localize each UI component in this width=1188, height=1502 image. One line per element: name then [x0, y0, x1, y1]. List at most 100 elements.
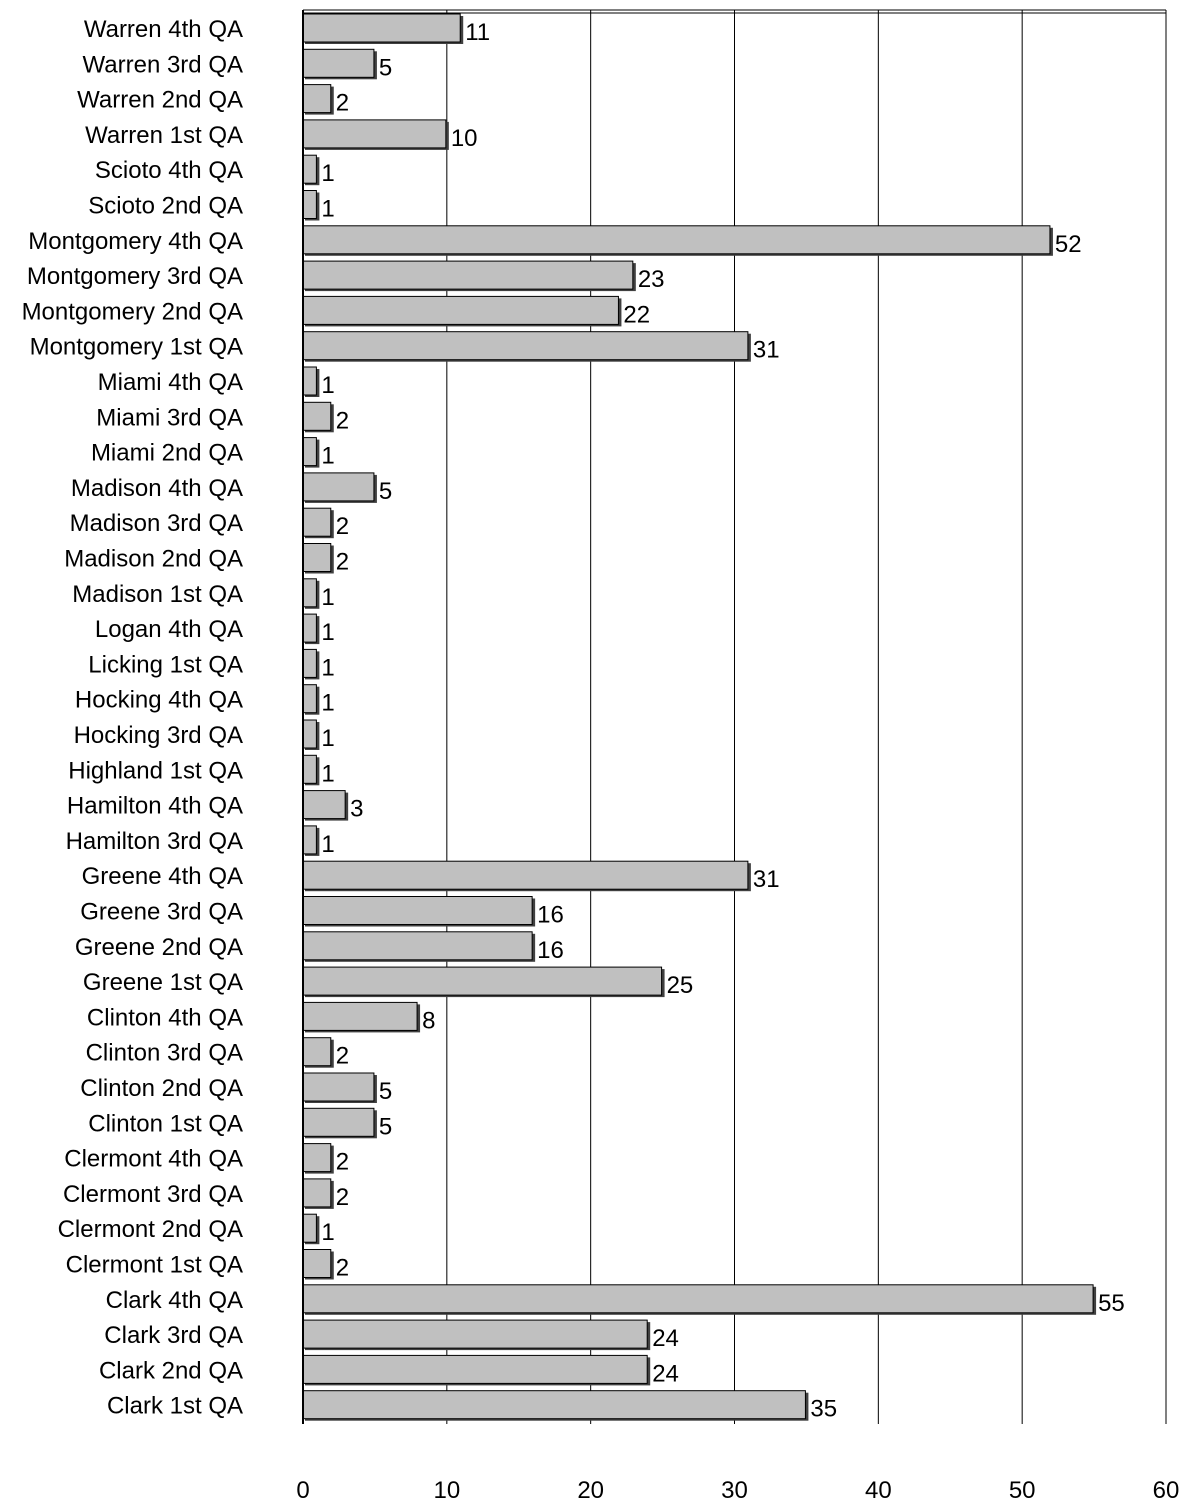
category-label: Madison 2nd QA [64, 546, 243, 573]
data-label: 2 [336, 1184, 349, 1211]
bar [302, 1249, 332, 1278]
category-label: Scioto 4th QA [95, 157, 243, 184]
bar [302, 1284, 1094, 1314]
data-label: 11 [465, 19, 490, 46]
data-label: 24 [652, 1325, 679, 1352]
data-label: 2 [336, 1043, 349, 1070]
category-label: Highland 1st QA [68, 757, 243, 784]
bar [302, 401, 332, 431]
bar [302, 860, 749, 890]
bar [302, 119, 447, 149]
category-label: Clermont 2nd QA [58, 1216, 243, 1243]
category-label: Miami 3rd QA [96, 404, 243, 431]
data-label: 5 [379, 1078, 392, 1105]
bar [302, 1001, 418, 1031]
bar [302, 13, 461, 43]
data-label: 2 [336, 1255, 349, 1282]
bar [302, 225, 1051, 255]
bar [302, 648, 317, 678]
data-label: 2 [336, 407, 349, 434]
data-label: 24 [652, 1360, 679, 1387]
bar [302, 931, 533, 961]
category-label: Hamilton 4th QA [67, 793, 243, 820]
data-label: 31 [753, 337, 780, 364]
category-label: Montgomery 4th QA [28, 228, 243, 255]
data-label: 2 [336, 513, 349, 540]
category-label: Miami 4th QA [98, 369, 243, 396]
data-label: 1 [321, 831, 334, 858]
category-label: Clinton 1st QA [88, 1110, 243, 1137]
bar [302, 684, 317, 714]
data-label: 1 [321, 654, 334, 681]
bar [302, 754, 317, 784]
data-label: 22 [623, 301, 650, 328]
bar [302, 543, 332, 572]
bar [302, 1143, 332, 1173]
category-label: Greene 3rd QA [80, 899, 243, 926]
bar [302, 331, 749, 361]
data-label: 55 [1098, 1290, 1125, 1317]
x-tick-label: 50 [1009, 1477, 1036, 1502]
category-label: Logan 4th QA [95, 616, 243, 643]
category-label: Hocking 3rd QA [74, 722, 243, 749]
data-label: 2 [336, 549, 349, 576]
axes [302, 9, 1166, 1424]
x-tick-label: 10 [433, 1477, 460, 1502]
data-label: 16 [537, 937, 564, 964]
x-tick-label: 0 [296, 1477, 309, 1502]
x-tick-labels: 0 10 20 30 40 50 60 [296, 1477, 1179, 1502]
data-label: 25 [667, 972, 694, 999]
category-label: Madison 3rd QA [70, 510, 243, 537]
category-label: Clinton 2nd QA [80, 1075, 243, 1102]
data-label: 16 [537, 902, 564, 929]
bar [302, 1037, 332, 1067]
category-label: Madison 1st QA [72, 581, 243, 608]
data-label: 1 [321, 690, 334, 717]
category-label: Warren 2nd QA [77, 87, 243, 114]
category-label: Scioto 2nd QA [88, 193, 243, 220]
x-tick-label: 60 [1153, 1477, 1180, 1502]
category-label: Clermont 3rd QA [63, 1181, 243, 1208]
bar [302, 825, 317, 855]
data-label: 1 [321, 760, 334, 787]
data-label: 31 [753, 866, 780, 893]
gridlines [446, 10, 1167, 1424]
category-label: Greene 2nd QA [75, 934, 243, 961]
bar [302, 1319, 648, 1349]
value-labels: 1152101152232231121522111111313116162582… [321, 19, 1124, 1423]
bar [302, 507, 332, 537]
category-label: Clermont 1st QA [66, 1252, 243, 1279]
category-label: Warren 3rd QA [83, 51, 244, 78]
data-label: 23 [638, 266, 665, 293]
data-label: 1 [321, 584, 334, 611]
bar [302, 1354, 648, 1384]
data-label: 8 [422, 1007, 435, 1034]
bar [302, 260, 634, 290]
category-label: Madison 4th QA [71, 475, 243, 502]
category-label: Montgomery 1st QA [30, 334, 243, 361]
category-label: Greene 4th QA [82, 863, 243, 890]
x-tick-label: 40 [865, 1477, 892, 1502]
data-label: 1 [321, 196, 334, 223]
data-label: 1 [321, 725, 334, 752]
data-label: 5 [379, 478, 392, 505]
bar [302, 1107, 375, 1137]
category-label: Clinton 3rd QA [86, 1040, 243, 1067]
data-label: 1 [321, 1219, 334, 1246]
bar [302, 1213, 317, 1243]
x-tick-label: 20 [577, 1477, 604, 1502]
data-label: 2 [336, 90, 349, 117]
category-label: Miami 2nd QA [91, 440, 243, 467]
category-labels: Warren 4th QA Warren 3rd QA Warren 2nd QA W… [22, 16, 243, 1420]
bar [302, 719, 317, 749]
bar [302, 437, 317, 467]
bar [302, 578, 317, 608]
bar [302, 613, 317, 643]
bar [302, 190, 317, 219]
bar [302, 472, 375, 502]
bars [302, 13, 1097, 1421]
category-label: Clark 1st QA [107, 1393, 243, 1420]
data-label: 52 [1055, 231, 1082, 258]
data-label: 5 [379, 54, 392, 81]
category-label: Montgomery 2nd QA [22, 298, 243, 325]
